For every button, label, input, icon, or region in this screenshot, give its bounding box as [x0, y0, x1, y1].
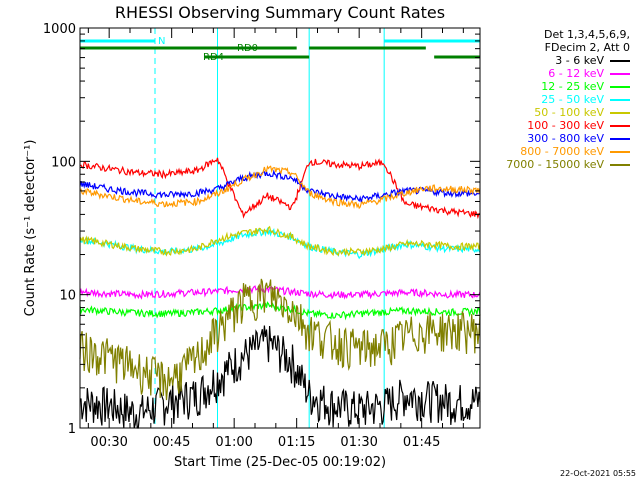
- series-line-0: [79, 325, 481, 429]
- legend-items: 3 - 6 keV 6 - 12 keV 12 - 25 keV 25 - 50 ke…: [506, 54, 630, 171]
- x-tick-label: 00:30: [90, 435, 127, 450]
- legend-item: 12 - 25 keV: [506, 80, 630, 93]
- y-axis-label: Count Rate (s⁻¹ detector⁻¹): [23, 140, 38, 317]
- x-tick-label: 01:30: [340, 435, 377, 450]
- series-line-1: [79, 284, 481, 300]
- legend-swatch: [610, 86, 630, 88]
- series-lines: [79, 157, 481, 429]
- legend-item: 300 - 800 keV: [506, 132, 630, 145]
- flag-label-rd4: RD4: [203, 52, 224, 63]
- legend-label: 3 - 6 keV: [555, 54, 604, 67]
- series-line-6: [79, 169, 481, 203]
- legend-item: 50 - 100 keV: [506, 106, 630, 119]
- x-tick-label: 01:45: [403, 435, 440, 450]
- flag-label-n: N: [158, 36, 165, 47]
- legend-swatch: [610, 73, 630, 75]
- legend-label: 300 - 800 keV: [527, 132, 604, 145]
- x-tick-label: 01:15: [278, 435, 315, 450]
- legend-label: 12 - 25 keV: [541, 80, 604, 93]
- legend-swatch: [610, 60, 630, 62]
- legend-item: 800 - 7000 keV: [506, 145, 630, 158]
- flag-bars: N RD0 RD4: [80, 36, 480, 63]
- legend-label: 7000 - 15000 keV: [506, 158, 604, 171]
- legend-item: 3 - 6 keV: [506, 54, 630, 67]
- y-tick-label: 100: [51, 155, 76, 170]
- legend-item: 25 - 50 keV: [506, 93, 630, 106]
- legend-label: 6 - 12 keV: [548, 67, 604, 80]
- x-axis: 00:30 00:45 01:00 01:15 01:30 01:45: [87, 28, 464, 450]
- y-tick-label: 1000: [43, 22, 76, 37]
- timestamp: 22-Oct-2021 05:55: [560, 469, 636, 478]
- series-line-2: [79, 301, 481, 321]
- legend-item: 6 - 12 keV: [506, 67, 630, 80]
- series-line-7: [79, 165, 481, 210]
- legend-label: 50 - 100 keV: [534, 106, 604, 119]
- legend-swatch: [610, 138, 630, 140]
- x-axis-label: Start Time (25-Dec-05 00:19:02): [174, 455, 386, 470]
- plot-frame: [79, 27, 481, 429]
- legend-swatch: [610, 112, 630, 114]
- x-tick-label: 00:45: [153, 435, 190, 450]
- flag-label-rd0: RD0: [237, 43, 258, 54]
- series-line-8: [79, 278, 481, 401]
- legend-item: 100 - 300 keV: [506, 119, 630, 132]
- legend-swatch: [610, 99, 630, 101]
- x-tick-label: 01:00: [215, 435, 252, 450]
- y-tick-label: 1: [68, 422, 76, 437]
- legend-label: 25 - 50 keV: [541, 93, 604, 106]
- chart-title: RHESSI Observing Summary Count Rates: [115, 3, 445, 22]
- legend-header-line-2: FDecim 2, Att 0: [544, 41, 630, 54]
- legend-swatch: [610, 125, 630, 127]
- series-line-4: [79, 225, 481, 257]
- legend-item: 7000 - 15000 keV: [506, 158, 630, 171]
- legend-label: 100 - 300 keV: [527, 119, 604, 132]
- legend-swatch: [610, 164, 630, 166]
- legend: Det 1,3,4,5,6,9, FDecim 2, Att 0 3 - 6 k…: [506, 28, 630, 171]
- legend-swatch: [610, 151, 630, 153]
- y-tick-label: 10: [59, 289, 76, 304]
- series-line-3: [79, 226, 481, 260]
- series-line-5: [79, 157, 481, 220]
- legend-label: 800 - 7000 keV: [520, 145, 604, 158]
- legend-header-line-1: Det 1,3,4,5,6,9,: [543, 28, 630, 41]
- y-axis: 1 10 100 1000: [43, 22, 480, 437]
